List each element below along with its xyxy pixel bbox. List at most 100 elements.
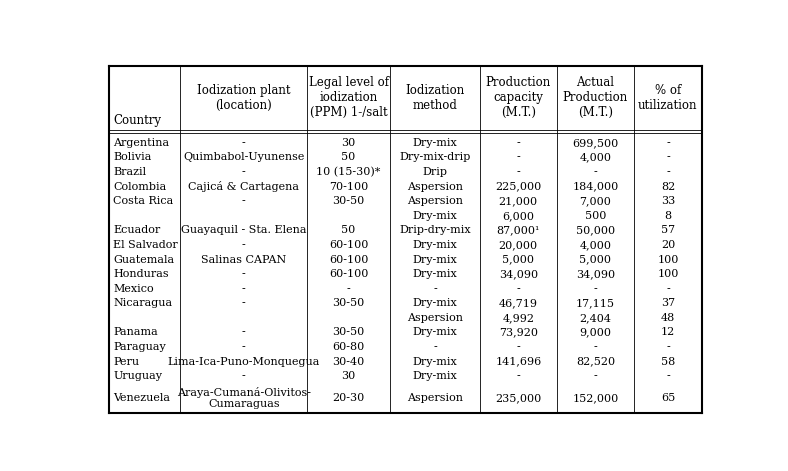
Text: Araya-Cumaná-Olivitos-
Cumaraguas: Araya-Cumaná-Olivitos- Cumaraguas [177,387,310,409]
Text: Dry-mix: Dry-mix [413,357,457,366]
Text: 20: 20 [661,240,675,250]
Text: -: - [593,167,597,177]
Text: Venezuela: Venezuela [113,393,170,403]
Text: -: - [242,371,246,381]
Text: -: - [433,284,437,294]
Text: 48: 48 [661,313,675,323]
Text: 5,000: 5,000 [502,254,534,265]
Text: 30: 30 [341,138,355,148]
Text: Guatemala: Guatemala [113,254,174,265]
Text: -: - [516,167,520,177]
Text: 60-100: 60-100 [329,254,368,265]
Text: 46,719: 46,719 [499,298,537,309]
Text: 30-50: 30-50 [333,196,365,206]
Text: Dry-mix-drip: Dry-mix-drip [400,153,470,162]
Text: 141,696: 141,696 [495,357,541,366]
Text: 100: 100 [657,254,678,265]
Text: Honduras: Honduras [113,269,169,279]
Text: Guayaquil - Sta. Elena: Guayaquil - Sta. Elena [181,225,307,236]
Text: 8: 8 [664,211,671,221]
Text: -: - [516,153,520,162]
Text: 87,000¹: 87,000¹ [496,225,540,236]
Text: Salinas CAPAN: Salinas CAPAN [201,254,286,265]
Text: -: - [242,167,246,177]
Text: 4,000: 4,000 [579,240,611,250]
Text: 30-50: 30-50 [333,298,365,309]
Text: -: - [433,342,437,352]
Text: 50: 50 [341,153,355,162]
Text: 60-80: 60-80 [333,342,365,352]
Text: 65: 65 [661,393,675,403]
Text: 21,000: 21,000 [499,196,538,206]
Text: 20-30: 20-30 [333,393,365,403]
Text: 34,090: 34,090 [499,269,538,279]
Text: -: - [242,284,246,294]
Text: Country: Country [113,114,162,127]
Text: Uruguay: Uruguay [113,371,162,381]
Text: Costa Rica: Costa Rica [113,196,173,206]
Text: 2,404: 2,404 [579,313,611,323]
Text: Dry-mix: Dry-mix [413,327,457,337]
Text: Dry-mix: Dry-mix [413,298,457,309]
Text: Quimbabol-Uyunense: Quimbabol-Uyunense [183,153,304,162]
Text: 17,115: 17,115 [576,298,615,309]
Text: 699,500: 699,500 [572,138,619,148]
Text: El Salvador: El Salvador [113,240,178,250]
Text: 7,000: 7,000 [579,196,611,206]
Text: 30-40: 30-40 [333,357,365,366]
Text: 500: 500 [585,211,606,221]
Text: Iodization
method: Iodization method [405,84,465,112]
Text: 58: 58 [661,357,675,366]
Text: -: - [242,240,246,250]
Text: 70-100: 70-100 [329,182,368,192]
Text: -: - [593,371,597,381]
Text: 37: 37 [661,298,675,309]
Text: Dry-mix: Dry-mix [413,269,457,279]
Text: -: - [516,284,520,294]
Text: Aspersion: Aspersion [407,313,463,323]
Text: Drip-dry-mix: Drip-dry-mix [400,225,470,236]
Text: 184,000: 184,000 [572,182,619,192]
Text: Panama: Panama [113,327,158,337]
Text: -: - [242,269,246,279]
Text: -: - [593,284,597,294]
Text: 20,000: 20,000 [499,240,538,250]
Text: Mexico: Mexico [113,284,154,294]
Text: -: - [516,138,520,148]
Text: 73,920: 73,920 [499,327,537,337]
Text: Dry-mix: Dry-mix [413,371,457,381]
Text: Cajicá & Cartagena: Cajicá & Cartagena [188,181,299,192]
Text: 5,000: 5,000 [579,254,611,265]
Text: Dry-mix: Dry-mix [413,211,457,221]
Text: Aspersion: Aspersion [407,393,463,403]
Text: % of
utilization: % of utilization [638,84,697,112]
Text: Bolivia: Bolivia [113,153,151,162]
Text: 50,000: 50,000 [576,225,615,236]
Text: 6,000: 6,000 [502,211,534,221]
Text: 82,520: 82,520 [576,357,615,366]
Text: Iodization plant
(location): Iodization plant (location) [197,84,291,112]
Text: -: - [666,138,670,148]
Text: Actual
Production
(M.T.): Actual Production (M.T.) [563,76,628,119]
Text: -: - [666,284,670,294]
Text: -: - [666,153,670,162]
Text: -: - [242,196,246,206]
Text: -: - [242,327,246,337]
Text: Peru: Peru [113,357,139,366]
Text: Ecuador: Ecuador [113,225,161,236]
Text: 30-50: 30-50 [333,327,365,337]
Text: -: - [593,342,597,352]
Text: -: - [516,342,520,352]
Text: Brazil: Brazil [113,167,147,177]
Text: -: - [516,371,520,381]
Text: Colombia: Colombia [113,182,166,192]
Text: Nicaragua: Nicaragua [113,298,173,309]
Text: Aspersion: Aspersion [407,182,463,192]
Text: Argentina: Argentina [113,138,169,148]
Text: Production
capacity
(M.T.): Production capacity (M.T.) [485,76,551,119]
Text: -: - [347,284,351,294]
Text: 60-100: 60-100 [329,240,368,250]
Text: 57: 57 [661,225,675,236]
Text: Drip: Drip [422,167,448,177]
Text: 50: 50 [341,225,355,236]
